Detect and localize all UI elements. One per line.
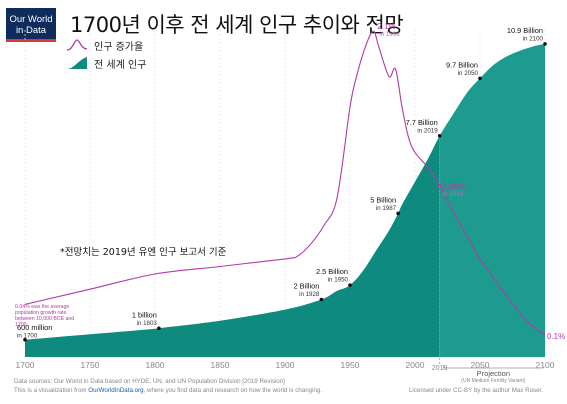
x-tick-label: 1800 — [146, 360, 165, 370]
footer-license: Licensed under CC-BY by the author Max R… — [408, 387, 543, 394]
x-tick-label: 1850 — [211, 360, 230, 370]
legend-growth-swatch — [66, 39, 88, 51]
population-point — [543, 42, 547, 46]
projection-tick-label: 2019 — [432, 365, 448, 372]
population-point — [23, 337, 27, 342]
population-label: 10.9 Billion — [507, 26, 543, 35]
population-area — [25, 43, 545, 357]
population-point — [348, 283, 352, 287]
population-label: 600 million — [17, 323, 52, 332]
growth-label-sub: in 2019 — [443, 191, 464, 198]
population-label-sub: in 2019 — [417, 127, 438, 134]
chart-legend: 인구 증가율 전 세계 인구 — [66, 36, 146, 72]
x-axis: 1700 1750 1800 1850 1900 1950 2000 2050 2100 — [16, 360, 555, 370]
owid-link[interactable]: OurWorldInData.org — [88, 386, 144, 394]
projection-marker: 2019 Projection(UN Medium Fertility Varia… — [432, 150, 544, 384]
population-label-sub: in 1803 — [137, 320, 158, 327]
population-label-sub: in 2050 — [458, 70, 479, 77]
footer-sources: Data sources: Our World in Data based on… — [14, 378, 322, 395]
early-growth-note-line: population growth rate — [15, 310, 66, 316]
growth-label: 0.1% — [547, 332, 565, 341]
x-tick-label: 2000 — [406, 360, 425, 370]
logo-line2: in Data — [15, 25, 47, 36]
population-label-sub: in 2100 — [523, 35, 544, 42]
footer-line2-post: , where you find data and research on ho… — [143, 386, 323, 394]
population-label: 2.5 Billion — [316, 267, 348, 276]
early-growth-note-line: 1700 — [15, 322, 27, 328]
x-tick-label: 1750 — [81, 360, 100, 370]
legend-population: 전 세계 인구 — [66, 54, 146, 72]
population-point — [478, 76, 482, 81]
legend-population-swatch — [67, 57, 87, 69]
growth-point — [437, 184, 442, 188]
population-point — [437, 134, 442, 138]
growth-line — [24, 30, 546, 336]
footer-line1: Data sources: Our World in Data based on… — [14, 378, 285, 385]
projection-bracket — [443, 365, 544, 369]
x-tick-label: 2050 — [471, 360, 490, 370]
population-label-sub: in 1950 — [328, 277, 349, 284]
x-tick-label: 1700 — [16, 360, 35, 370]
growth-label: 1.08% — [443, 182, 466, 191]
population-area-historical — [25, 135, 440, 357]
population-label: 9.7 Billion — [446, 60, 478, 69]
early-growth-note-line: 0.04% was the average — [15, 304, 69, 310]
footer-line2: This is a visualization from OurWorldInD… — [14, 387, 322, 396]
x-tick-label: 1900 — [276, 360, 295, 370]
legend-growth: 인구 증가율 — [66, 36, 146, 54]
growth-label-sub: in 1968 — [379, 31, 400, 38]
early-growth-note-line: between 10,000 BCE and — [15, 316, 74, 322]
projection-note: *전망치는 2019년 유엔 인구 보고서 기준 — [60, 247, 227, 258]
x-tick-label: 1950 — [341, 360, 360, 370]
projection-sub-label: (UN Medium Fertility Variant) — [461, 378, 525, 384]
owid-logo: Our World in Data — [6, 8, 56, 42]
population-label-sub: in 1928 — [299, 291, 320, 298]
population-point — [396, 211, 400, 216]
population-area-projection — [439, 43, 545, 357]
population-label-sub: in 1700 — [17, 332, 38, 339]
growth-label: 2.1% — [377, 22, 395, 31]
population-label: 7.7 Billion — [406, 118, 438, 127]
population-label-sub: in 1987 — [376, 205, 397, 212]
x-tick-label: 2100 — [536, 360, 555, 370]
logo-line1: Our World — [9, 14, 53, 25]
projection-label: Projection — [477, 369, 510, 378]
footer-line2-pre: This is a visualization from — [14, 386, 87, 394]
population-point — [157, 326, 161, 331]
legend-growth-label: 인구 증가율 — [94, 41, 144, 53]
legend-population-label: 전 세계 인구 — [94, 59, 147, 71]
chart-title: 1700년 이후 전 세계 인구 추이와 전망 — [70, 13, 404, 37]
growth-rate-line — [24, 30, 546, 336]
population-label: 1 billion — [132, 310, 157, 319]
population-point — [319, 297, 324, 302]
population-label: 2 Billion — [294, 282, 320, 291]
population-label: 5 Billion — [370, 195, 396, 204]
